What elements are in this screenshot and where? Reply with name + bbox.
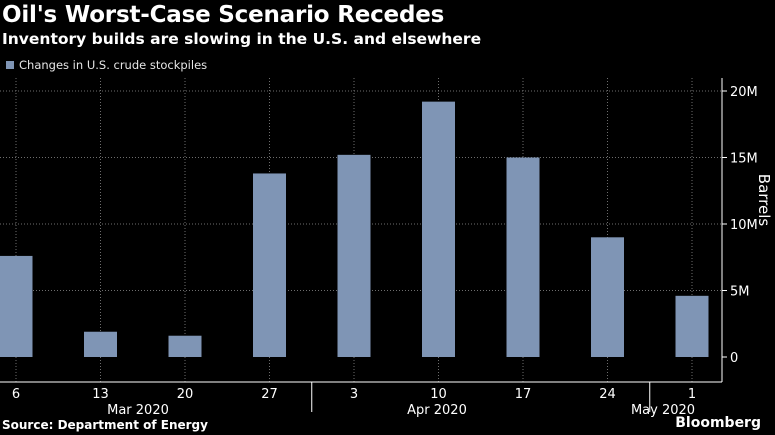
y-tick-label: 15M bbox=[730, 152, 758, 167]
bar bbox=[168, 335, 202, 357]
x-tick-label: 6 bbox=[12, 387, 20, 402]
y-tick-label: 10M bbox=[730, 218, 758, 233]
chart-title: Oil's Worst-Case Scenario Recedes bbox=[2, 2, 445, 28]
x-tick-label: 20 bbox=[177, 387, 194, 402]
bar bbox=[337, 154, 371, 357]
x-month-label: Mar 2020 bbox=[107, 403, 169, 418]
y-tick-label: 0 bbox=[730, 351, 738, 366]
bloomberg-logo: Bloomberg bbox=[675, 415, 761, 431]
bar bbox=[253, 173, 286, 357]
x-month-label: May 2020 bbox=[631, 403, 695, 418]
bar bbox=[506, 157, 540, 357]
bar bbox=[675, 295, 709, 357]
bar bbox=[422, 101, 455, 357]
chart-subtitle: Inventory builds are slowing in the U.S.… bbox=[2, 30, 482, 48]
legend: Changes in U.S. crude stockpiles bbox=[6, 58, 207, 72]
bar bbox=[84, 331, 117, 357]
legend-swatch bbox=[6, 61, 14, 69]
x-tick-label: 27 bbox=[261, 387, 278, 402]
x-month-label: Apr 2020 bbox=[407, 403, 467, 418]
y-tick-label: 5M bbox=[730, 285, 750, 300]
y-axis-label: Barrels bbox=[755, 174, 773, 227]
bar bbox=[0, 255, 33, 357]
x-tick-label: 24 bbox=[599, 387, 616, 402]
x-tick-label: 1 bbox=[688, 387, 696, 402]
bar bbox=[591, 237, 624, 357]
legend-label: Changes in U.S. crude stockpiles bbox=[19, 58, 208, 72]
x-tick-label: 10 bbox=[430, 387, 447, 402]
y-tick-label: 20M bbox=[730, 85, 758, 100]
x-tick-label: 3 bbox=[350, 387, 358, 402]
x-tick-label: 13 bbox=[92, 387, 109, 402]
source-note: Source: Department of Energy bbox=[2, 418, 208, 432]
x-tick-label: 17 bbox=[515, 387, 532, 402]
